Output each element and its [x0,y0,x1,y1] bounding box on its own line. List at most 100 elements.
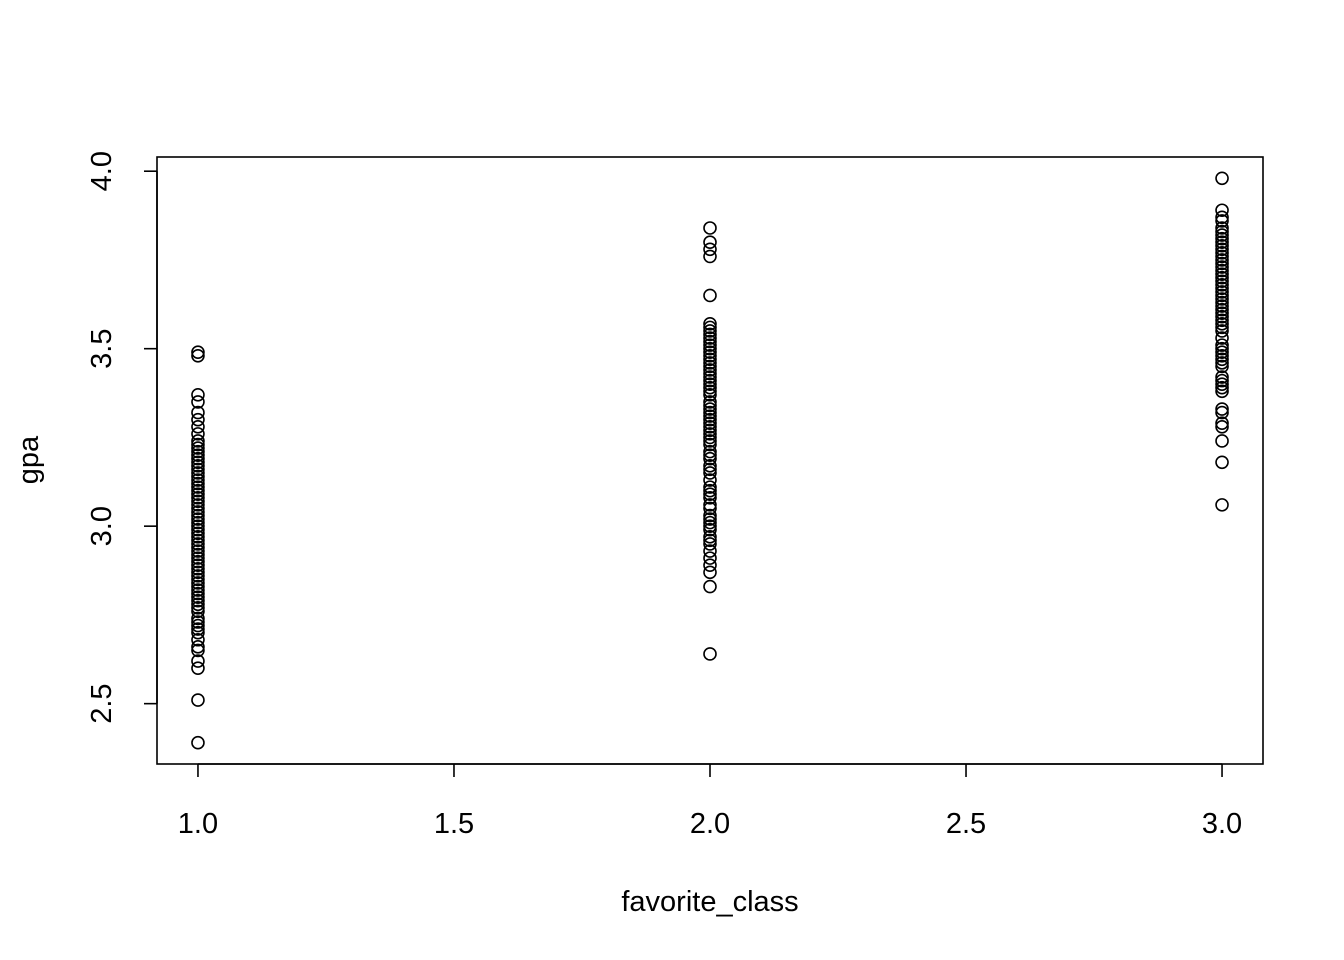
data-point [191,522,205,537]
data-point [191,441,205,455]
data-point [703,419,717,434]
data-point [191,345,205,360]
data-point [703,395,717,409]
data-point [191,466,205,480]
data-point [1215,348,1229,363]
data-point [191,593,205,608]
data-point [191,459,205,473]
data-point [191,427,205,441]
data-point [703,331,717,345]
data-point [1215,292,1229,306]
data-point [1215,214,1229,228]
data-point [703,498,717,512]
data-point [1215,285,1229,299]
data-point [703,352,717,367]
data-point [191,526,205,541]
data-point [1215,249,1229,264]
data-point [191,547,205,562]
data-point [191,604,205,619]
data-point [1215,270,1229,285]
data-point [191,515,205,530]
x-axis: 1.0 1.5 2.0 2.5 3.0 [178,763,1242,840]
data-point [191,476,205,491]
data-point [1215,317,1229,331]
data-point [703,512,717,526]
data-point [191,448,205,462]
data-point [191,576,205,590]
data-point [191,643,205,658]
data-point [703,221,717,235]
data-point [191,618,205,633]
data-point [191,483,205,498]
data-point [191,451,205,466]
y-tick-label: 3.0 [86,506,118,546]
data-point [191,540,205,555]
data-point [191,419,205,434]
y-tick-label: 3.5 [86,329,118,369]
data-point [703,473,717,487]
x-tick-label: 2.0 [690,808,730,840]
data-point [191,601,205,615]
data-point [1215,171,1229,186]
data-point [1215,370,1229,384]
data-point [1215,416,1229,431]
data-point [191,572,205,587]
data-point [1215,331,1229,345]
data-point [1215,434,1229,448]
data-point [1215,302,1229,317]
data-point [703,348,717,363]
data-point [703,334,717,349]
data-point [703,487,717,502]
data-point [703,437,717,452]
data-point [1215,267,1229,281]
data-point [191,579,205,594]
data-point [703,423,717,438]
data-point [703,324,717,338]
x-tick-label: 1.0 [178,808,218,840]
data-point [703,380,717,395]
data-point [191,661,205,675]
data-point [1215,384,1229,399]
data-point [191,583,205,597]
data-point [703,359,717,374]
data-point [191,462,205,477]
data-point [703,317,717,331]
data-point [191,405,205,420]
data-point [1215,281,1229,296]
data-point [703,466,717,480]
data-point [703,384,717,399]
data-point [1215,352,1229,367]
data-point [1215,377,1229,391]
data-point [191,473,205,487]
data-point [191,487,205,502]
data-point [703,427,717,441]
data-point [191,558,205,573]
data-point [1215,295,1229,310]
data-point [191,455,205,470]
y-tick-label: 2.5 [86,683,118,723]
data-point [703,398,717,413]
data-point [1215,402,1229,416]
data-point [191,434,205,448]
data-point [1215,235,1229,249]
data-point [1215,224,1229,239]
data-point [703,416,717,431]
data-point [191,735,205,750]
data-point [703,341,717,356]
data-point [1215,253,1229,267]
data-point [703,558,717,573]
data-point [1215,238,1229,253]
data-point [191,533,205,548]
data-point [703,544,717,558]
data-point [191,519,205,533]
data-point [191,505,205,519]
data-point [703,405,717,420]
data-point [191,565,205,580]
data-point [191,586,205,601]
y-axis: 2.5 3.0 3.5 4.0 [86,151,158,724]
data-point [191,537,205,551]
data-point [703,338,717,352]
data-point [1215,231,1229,246]
data-point [191,412,205,427]
